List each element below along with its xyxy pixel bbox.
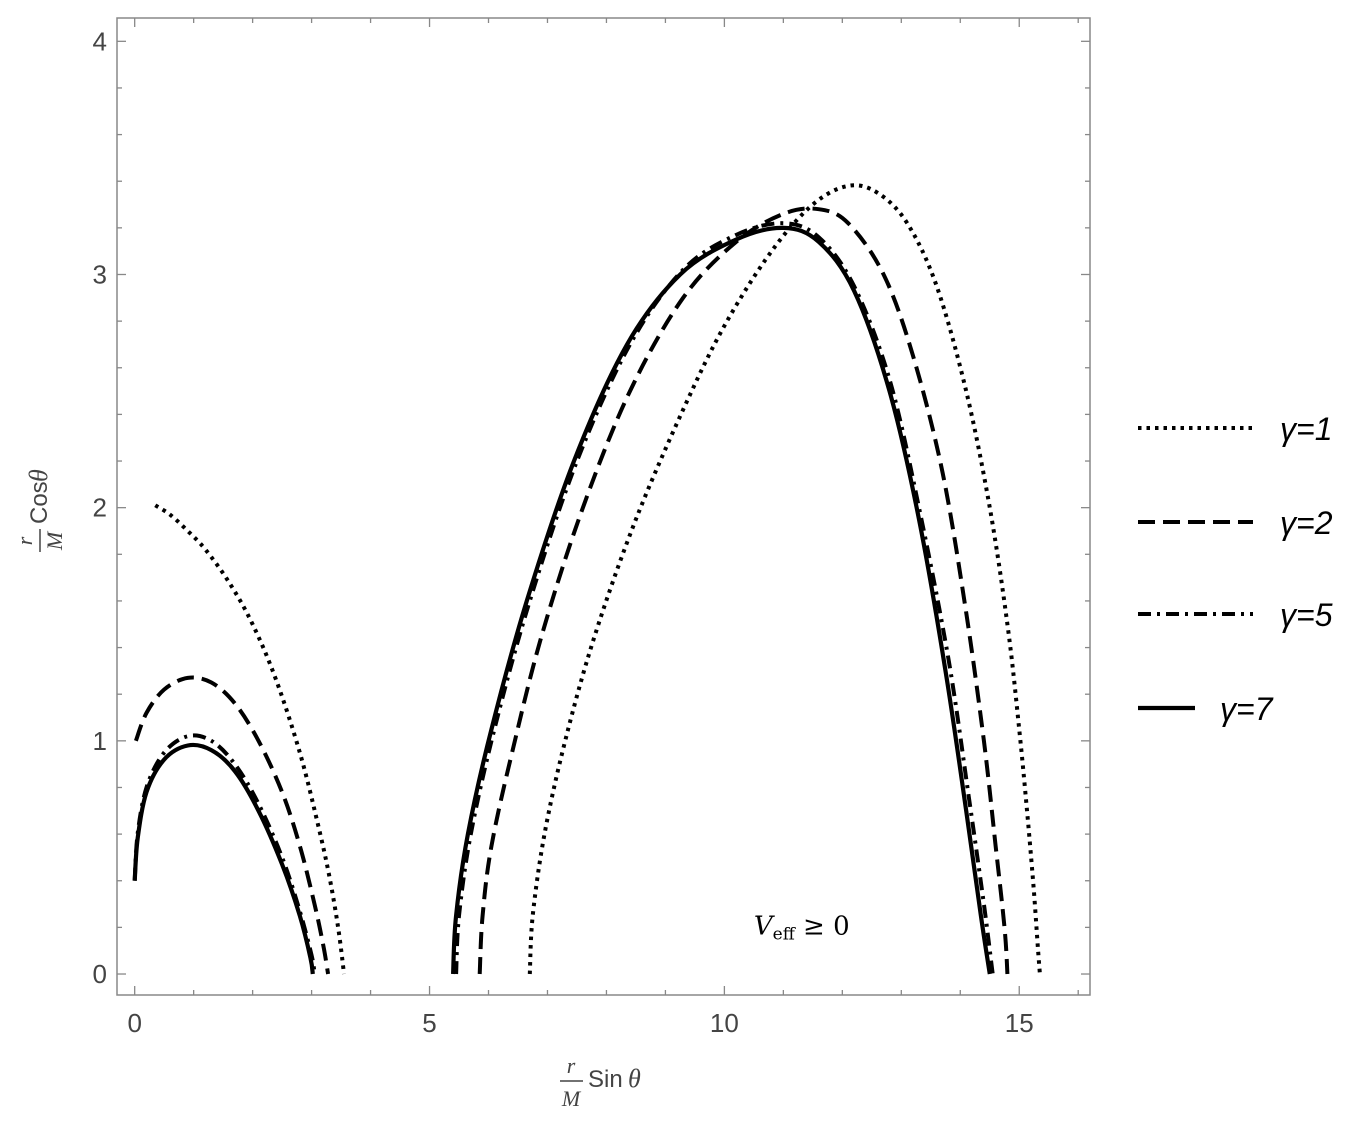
y-tick-label: 3 [93, 259, 107, 289]
x-axis-label: r M Sin θ [560, 1053, 641, 1111]
series-1-outer-curve [527, 183, 1042, 975]
data-curves [132, 183, 1042, 975]
series-2-inner-curve [134, 675, 331, 975]
axis-tick-labels: 0 5 10 15 0 1 2 3 4 [93, 26, 1034, 1038]
annotation-base: V [754, 911, 775, 941]
y-tick-label: 2 [93, 493, 107, 523]
legend-label: γ=5 [1280, 597, 1333, 633]
legend: γ=1 γ=2 γ=5 γ=7 [1138, 411, 1333, 727]
legend-label: γ=1 [1280, 411, 1332, 447]
series-2-outer-curve [477, 206, 1010, 975]
x-tick-label: 0 [127, 1008, 141, 1038]
x-tick-label: 15 [1005, 1008, 1034, 1038]
series-3-outer-curve [454, 221, 995, 975]
y-tick-label: 4 [93, 26, 107, 56]
x-label-var: θ [628, 1064, 641, 1093]
veff-annotation: Veff ≥ 0 [754, 911, 850, 944]
y-label-func: Cos [26, 481, 53, 524]
y-label-var: θ [24, 469, 53, 482]
legend-label: γ=7 [1220, 691, 1274, 727]
x-tick-label: 5 [422, 1008, 436, 1038]
y-tick-label: 1 [93, 726, 107, 756]
axis-ticks [117, 18, 1090, 995]
y-label-denominator: M [42, 530, 67, 551]
annotation-sub: eff [773, 924, 797, 944]
plot-frame [116, 17, 1091, 996]
x-tick-label: 10 [710, 1008, 739, 1038]
series-3-inner-curve [132, 733, 317, 975]
legend-label: γ=2 [1280, 505, 1333, 541]
series-4-outer-curve [451, 225, 992, 975]
x-label-numerator: r [567, 1053, 576, 1078]
x-label-denominator: M [561, 1086, 582, 1111]
series-4-inner-curve [132, 742, 315, 975]
y-tick-label: 0 [93, 959, 107, 989]
y-axis-label: r M Cos θ [12, 469, 67, 552]
annotation-rest: ≥ 0 [795, 911, 850, 941]
y-label-numerator: r [12, 536, 37, 545]
x-label-func: Sin [588, 1066, 623, 1093]
